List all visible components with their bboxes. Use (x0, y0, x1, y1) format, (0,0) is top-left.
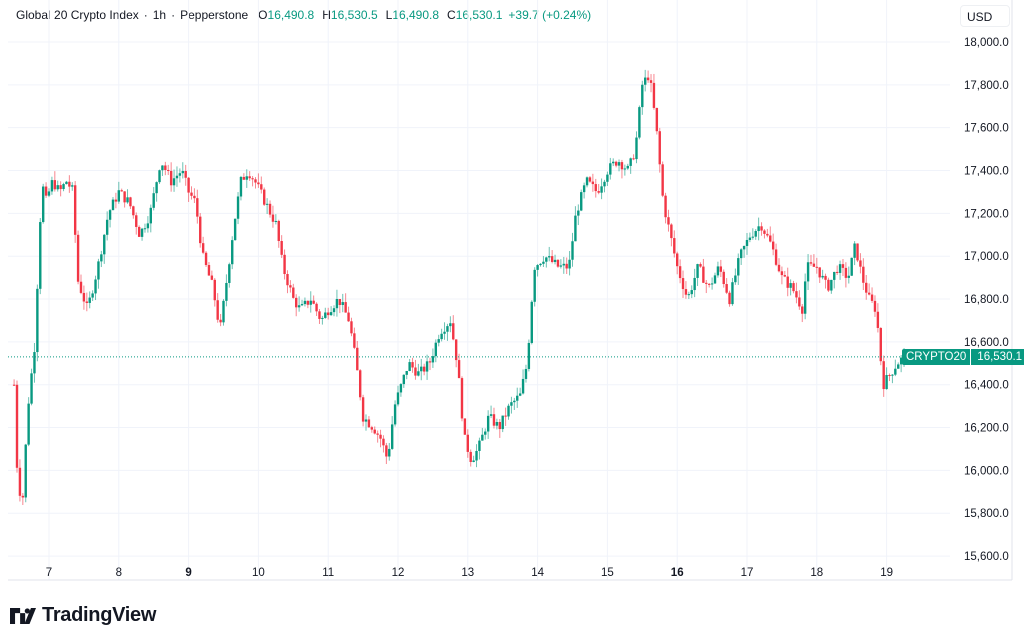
price-tick-label: 16,200.0 (964, 423, 1009, 435)
separator: · (143, 8, 148, 22)
candlestick-series (12, 69, 906, 505)
currency-selector[interactable]: USD (960, 5, 1010, 27)
close-label: C (447, 8, 456, 22)
price-tick-label: 16,400.0 (964, 380, 1009, 392)
time-tick-label: 7 (46, 567, 52, 579)
price-tick-label: 17,200.0 (964, 208, 1009, 220)
low-value: 16,490.8 (392, 8, 440, 22)
time-axis[interactable]: 7 8 9 10 11 12 13 14 15 16 17 18 19 (46, 567, 893, 579)
price-tick-label: 16,600.0 (964, 337, 1009, 349)
time-tick-label: 8 (116, 567, 122, 579)
time-tick-label: 15 (601, 567, 614, 579)
interval[interactable]: 1h (152, 8, 167, 22)
separator: · (171, 8, 176, 22)
ticker-label: CRYPTO20 (902, 348, 971, 365)
time-tick-label: 16 (671, 567, 684, 579)
symbol-name[interactable]: Global 20 Crypto Index (16, 8, 139, 22)
price-tick-label: 16,000.0 (964, 465, 1009, 477)
price-tick-label: 16,800.0 (964, 294, 1009, 306)
time-tick-label: 14 (531, 567, 544, 579)
exchange: Pepperstone (180, 8, 249, 22)
time-tick-label: 17 (741, 567, 754, 579)
price-chart[interactable]: 15,600.0 15,800.0 16,000.0 16,200.0 16,400.0… (0, 0, 1024, 600)
last-price-value: 16,530.1 (971, 348, 1024, 365)
price-tick-label: 17,400.0 (964, 166, 1009, 178)
tradingview-logo[interactable]: TradingView (10, 604, 156, 627)
time-tick-label: 10 (252, 567, 265, 579)
time-tick-label: 11 (322, 567, 334, 579)
open-value: 16,490.8 (267, 8, 315, 22)
price-tick-label: 15,600.0 (964, 551, 1009, 563)
time-tick-label: 9 (185, 567, 191, 579)
time-tick-label: 12 (392, 567, 405, 579)
tradingview-logo-text: TradingView (42, 604, 157, 626)
last-price-tag: CRYPTO20 16,530.1 (902, 348, 1024, 365)
tradingview-logo-icon (10, 607, 36, 624)
change-value: +39.7 (+0.24%) (508, 8, 592, 22)
low-label: L (385, 8, 393, 22)
price-tick-label: 17,600.0 (964, 123, 1009, 135)
high-value: 16,530.5 (330, 8, 378, 22)
price-tick-label: 17,000.0 (964, 251, 1009, 263)
time-tick-label: 19 (880, 567, 893, 579)
price-tick-label: 15,800.0 (964, 508, 1009, 520)
time-tick-label: 18 (810, 567, 823, 579)
time-tick-label: 13 (461, 567, 474, 579)
price-tick-label: 17,800.0 (964, 80, 1009, 92)
open-label: O (258, 8, 268, 22)
grid-lines (8, 0, 950, 580)
price-axis[interactable]: 15,600.0 15,800.0 16,000.0 16,200.0 16,400.0… (964, 37, 1009, 563)
high-label: H (322, 8, 331, 22)
price-tick-label: 18,000.0 (964, 37, 1009, 49)
